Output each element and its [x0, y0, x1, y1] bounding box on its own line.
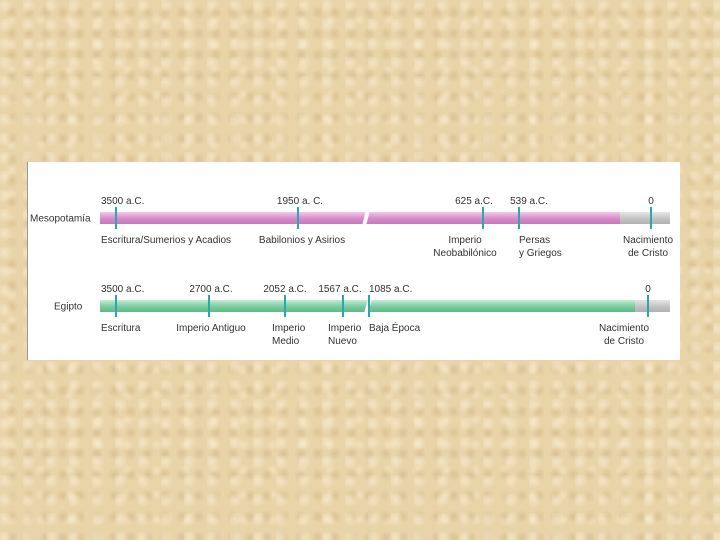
event-date: 3500 a.C. — [101, 284, 144, 295]
event-date: 539 a.C. — [510, 196, 548, 207]
event-label: Nuevo — [328, 336, 357, 347]
event-label: de Cristo — [604, 336, 644, 347]
event-label: Escritura/Sumerios y Acadios — [101, 235, 231, 246]
axis-break — [362, 210, 370, 226]
event-label: Babilonios y Asirios — [259, 235, 345, 246]
event-date: 2052 a.C. — [263, 284, 306, 295]
row-label: Mesopotamía — [30, 214, 91, 225]
row-label: Egipto — [54, 302, 83, 313]
event-label: Imperio — [328, 323, 362, 334]
event-label: Persas — [519, 235, 550, 246]
event-date: 2700 a.C. — [189, 284, 232, 295]
event-label: Nacimiento — [623, 235, 673, 246]
event-label: Imperio — [448, 235, 482, 246]
event-date: 0 — [645, 284, 651, 295]
event-date: 0 — [648, 196, 654, 207]
event-date: 3500 a.C. — [101, 196, 144, 207]
event-label: Neobabilónico — [433, 248, 497, 259]
event-label: Nacimiento — [599, 323, 649, 334]
event-label: Imperio — [272, 323, 306, 334]
event-date: 1950 a. C. — [277, 196, 323, 207]
event-label: Medio — [272, 336, 300, 347]
event-label: y Griegos — [519, 248, 562, 259]
timeline-bar — [100, 212, 620, 224]
event-date: 1567 a.C. — [318, 284, 361, 295]
panel — [27, 162, 680, 360]
timeline-bar-end — [620, 212, 670, 224]
event-label: de Cristo — [628, 248, 668, 259]
event-label: Imperio Antiguo — [176, 323, 246, 334]
event-label: Baja Época — [369, 321, 421, 334]
event-date: 1085 a.C. — [369, 284, 412, 295]
timeline-bar-end — [635, 300, 670, 312]
event-label: Escritura — [101, 323, 141, 334]
event-date: 625 a.C. — [455, 196, 493, 207]
